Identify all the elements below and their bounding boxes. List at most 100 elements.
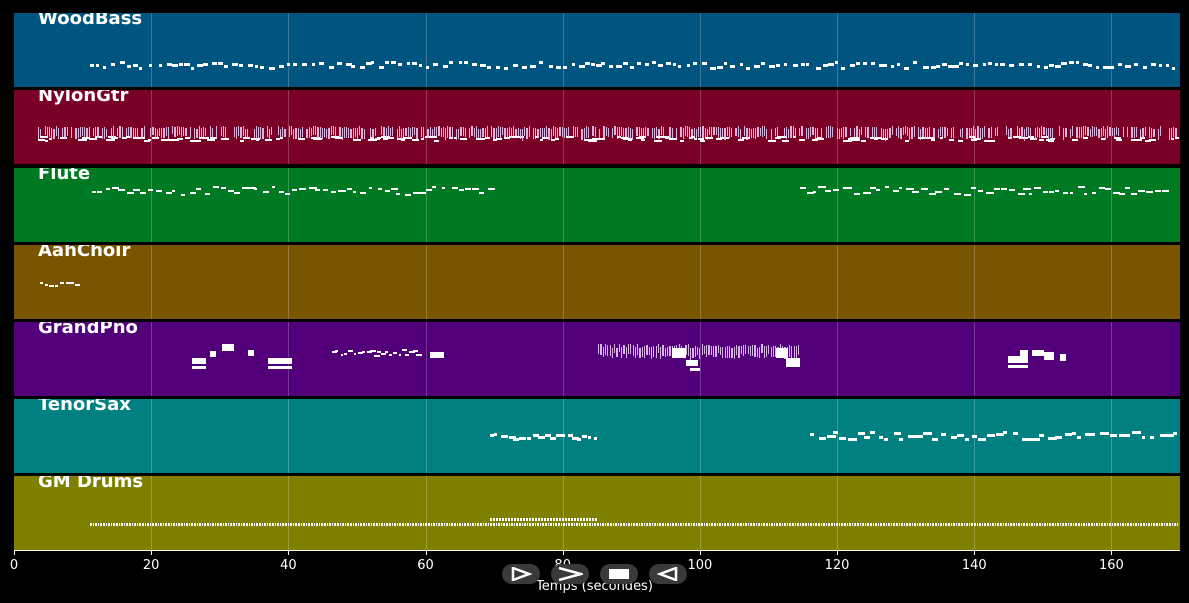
- note: [977, 190, 983, 192]
- note: [147, 523, 149, 526]
- note: [350, 128, 352, 138]
- gridline: [837, 322, 839, 396]
- note: [390, 188, 398, 190]
- note: [313, 523, 316, 526]
- note: [1033, 523, 1036, 526]
- track-nylongtr: NylonGtr: [14, 90, 1180, 164]
- note: [40, 282, 44, 284]
- note: [211, 128, 214, 139]
- note: [792, 64, 799, 67]
- note: [233, 523, 235, 526]
- note: [708, 345, 710, 356]
- track-grandpno: GrandPno: [14, 322, 1180, 396]
- note: [38, 138, 45, 141]
- note: [500, 523, 503, 526]
- note: [646, 344, 648, 355]
- note: [993, 188, 1000, 190]
- time-axis: [14, 550, 1180, 551]
- note: [792, 126, 794, 138]
- note: [1104, 188, 1111, 190]
- note: [924, 523, 927, 526]
- note: [311, 63, 315, 66]
- note: [390, 127, 392, 137]
- track-name: GrandPno: [38, 322, 138, 338]
- note: [240, 523, 243, 526]
- note: [956, 434, 964, 437]
- note: [595, 518, 597, 521]
- note: [75, 284, 80, 286]
- note: [203, 136, 209, 139]
- note: [807, 523, 810, 526]
- note: [664, 523, 667, 526]
- note: [800, 63, 806, 66]
- note: [256, 523, 258, 526]
- stop-button[interactable]: [600, 564, 638, 584]
- note: [1135, 138, 1143, 141]
- note: [514, 518, 516, 521]
- note: [708, 523, 711, 526]
- note: [337, 523, 339, 526]
- note: [786, 523, 789, 526]
- note: [79, 127, 82, 138]
- note: [464, 61, 469, 64]
- gridline: [837, 168, 839, 242]
- note: [627, 138, 633, 141]
- note: [733, 347, 735, 360]
- track-name: NylonGtr: [38, 90, 129, 106]
- note: [1041, 523, 1044, 526]
- note: [1017, 126, 1019, 136]
- note: [1080, 127, 1083, 138]
- gridline: [151, 245, 153, 319]
- note: [46, 126, 49, 137]
- note: [152, 126, 154, 136]
- note: [538, 518, 540, 521]
- note: [137, 127, 139, 139]
- play-button[interactable]: [502, 564, 540, 584]
- note: [832, 127, 834, 138]
- note: [1063, 128, 1065, 140]
- note: [416, 354, 423, 356]
- note: [558, 523, 560, 526]
- note: [550, 139, 555, 142]
- note: [672, 523, 674, 526]
- note: [656, 523, 659, 526]
- note: [471, 126, 473, 137]
- note: [493, 127, 495, 139]
- note: [747, 345, 749, 354]
- note: [599, 128, 601, 140]
- note: [539, 139, 543, 142]
- note: [1083, 523, 1085, 526]
- gridline: [837, 476, 839, 550]
- note: [154, 128, 156, 140]
- note: [715, 138, 723, 141]
- note: [148, 189, 153, 191]
- note: [853, 193, 860, 195]
- note: [1018, 523, 1020, 526]
- note: [648, 347, 650, 356]
- note: [352, 128, 354, 140]
- note: [821, 127, 823, 139]
- note: [1036, 523, 1038, 526]
- note: [216, 126, 218, 138]
- note: [385, 190, 390, 192]
- note: [341, 128, 343, 140]
- note: [1077, 436, 1081, 439]
- rewind-button[interactable]: [649, 564, 687, 584]
- note: [123, 523, 126, 526]
- note: [1102, 126, 1105, 137]
- note: [880, 127, 882, 140]
- axis-tick: [14, 550, 15, 555]
- note: [906, 523, 908, 526]
- track-gm-drums: GM Drums: [14, 476, 1180, 550]
- note: [353, 353, 357, 355]
- note: [416, 127, 418, 139]
- note: [389, 523, 391, 526]
- note: [196, 523, 199, 526]
- note: [520, 518, 522, 521]
- note: [1025, 126, 1028, 137]
- note: [577, 438, 582, 441]
- fast-forward-button[interactable]: [551, 564, 589, 584]
- note: [1026, 523, 1028, 526]
- note: [242, 187, 248, 189]
- note: [721, 523, 724, 526]
